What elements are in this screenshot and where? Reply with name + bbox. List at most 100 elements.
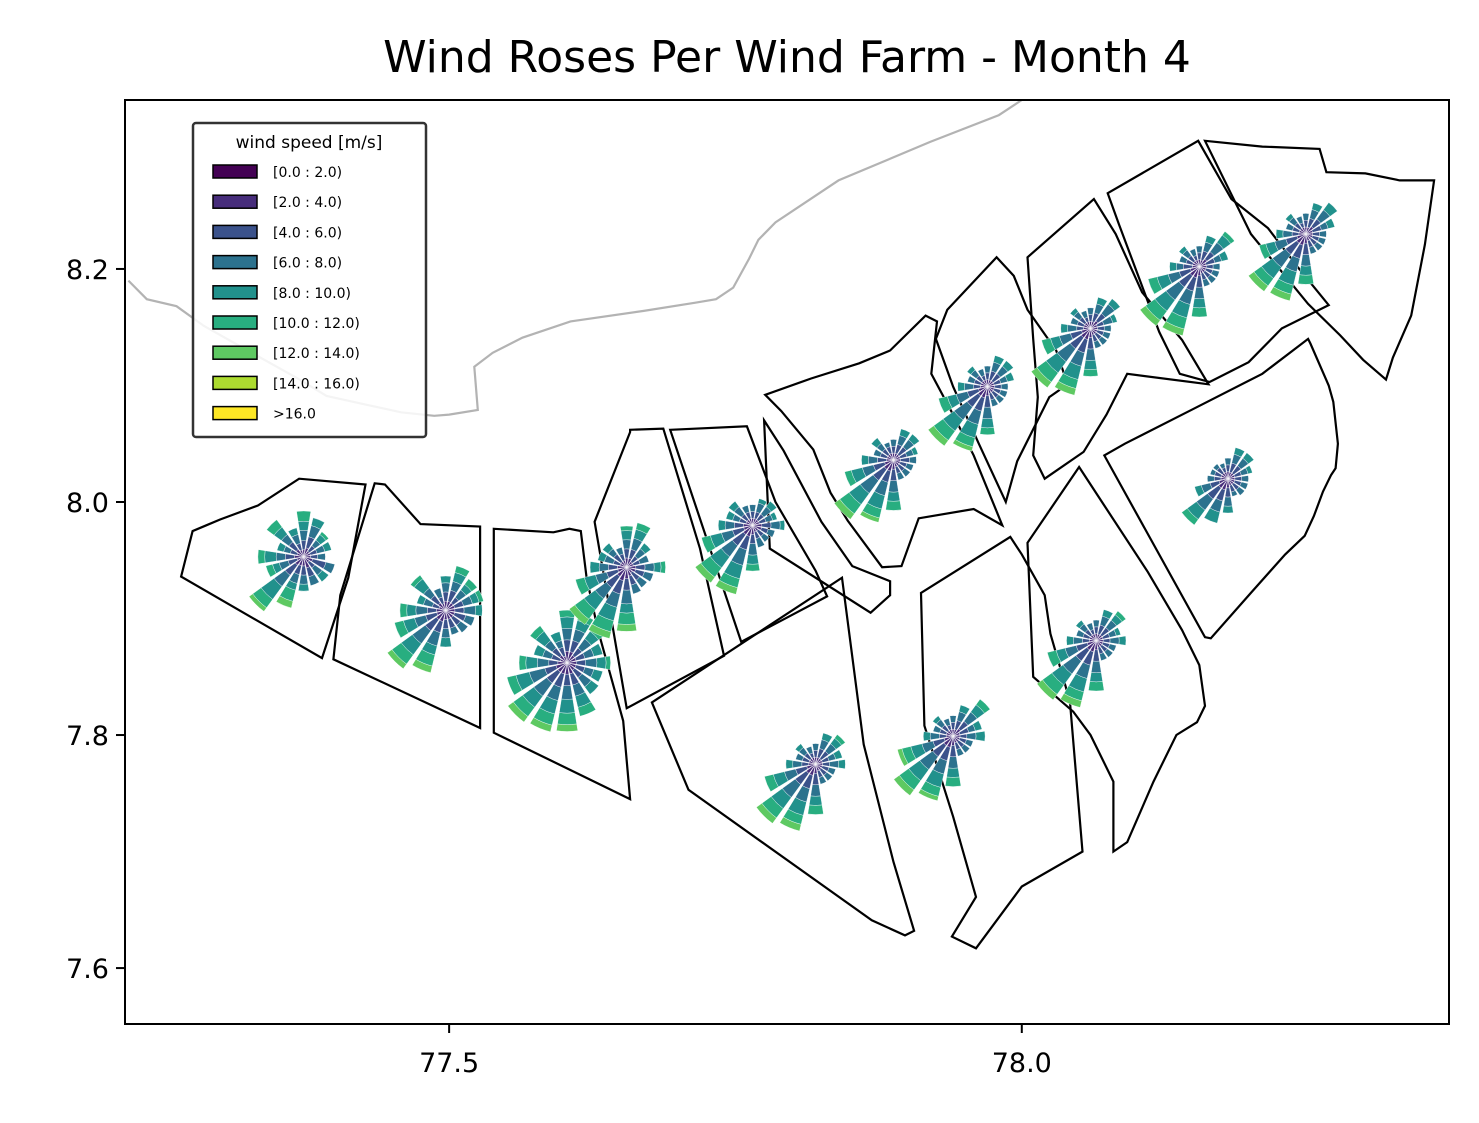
wind-farm-outline-5	[668, 425, 829, 644]
wind-rose-11	[1181, 447, 1255, 526]
rose-wedge	[812, 743, 820, 751]
rose-wedge	[596, 656, 607, 670]
rose-wedge	[436, 608, 446, 613]
rose-wedge	[1319, 230, 1327, 238]
rose-wedge	[1234, 476, 1242, 482]
rose-wedge	[946, 732, 954, 737]
rose-wedge	[743, 525, 753, 535]
wind-farm-outline-1	[179, 477, 367, 660]
rose-wedge	[303, 556, 310, 569]
rose-wedge	[770, 520, 781, 530]
rose-wedge	[299, 530, 309, 542]
rose-wedge	[1109, 636, 1120, 645]
rose-wedge	[620, 530, 633, 541]
wind-rose-2	[387, 565, 484, 673]
x-tick-label: 78.0	[992, 1048, 1052, 1079]
wind-rose-1	[248, 510, 336, 612]
rose-wedge	[1296, 233, 1306, 244]
rose-wedge	[838, 759, 846, 770]
rose-wedge	[1192, 262, 1200, 267]
rose-wedge	[752, 523, 763, 527]
rose-wedge	[1305, 226, 1314, 235]
rose-wedge	[1086, 321, 1091, 329]
rose-wedge	[861, 454, 869, 466]
rose-wedge	[617, 565, 627, 569]
rose-wedge	[438, 602, 446, 611]
rose-wedge	[923, 731, 931, 742]
rose-wedge	[1084, 328, 1091, 340]
y-tick-label: 8.0	[66, 488, 109, 519]
rose-wedge	[909, 456, 917, 464]
rose-wedge	[985, 386, 990, 397]
rose-wedge	[751, 518, 754, 526]
wind-farm-outline-12	[1026, 465, 1207, 854]
rose-wedge	[986, 379, 989, 387]
rose-wedge	[1092, 619, 1100, 628]
rose-wedge	[406, 604, 417, 617]
rose-wedge	[300, 565, 307, 576]
rose-wedge	[951, 729, 955, 737]
rose-wedge	[1312, 231, 1320, 237]
rose-wedge	[518, 655, 527, 671]
rose-wedge	[566, 662, 575, 671]
rose-wedge	[785, 759, 794, 770]
x-tick-label: 77.5	[419, 1048, 479, 1079]
rose-wedge	[1300, 254, 1312, 267]
rose-wedge	[295, 549, 304, 557]
rose-wedge	[427, 607, 437, 614]
rose-wedge	[1227, 478, 1232, 486]
legend-swatch	[212, 224, 258, 240]
rose-wedge	[980, 418, 995, 429]
rose-wedge	[1097, 326, 1105, 331]
rose-wedge	[561, 628, 573, 641]
wind-rose-9	[1139, 231, 1235, 336]
rose-wedge	[806, 763, 816, 774]
rose-wedge	[303, 552, 311, 557]
wind-farm-outline-10	[919, 535, 1084, 950]
rose-wedge	[1087, 307, 1094, 316]
rose-wedge	[559, 655, 568, 663]
rose-wedge	[565, 651, 570, 663]
rose-wedge	[952, 736, 957, 744]
rose-wedge	[303, 555, 311, 559]
rose-wedge	[746, 525, 753, 537]
rose-wedge	[1183, 263, 1193, 270]
rose-wedge	[761, 522, 772, 529]
rose-wedge	[893, 458, 901, 462]
rose-wedge	[1227, 477, 1236, 480]
rose-wedge	[1096, 640, 1103, 647]
rose-wedge	[1082, 638, 1090, 644]
rose-wedge	[987, 379, 992, 387]
rose-wedge	[1298, 230, 1306, 235]
rose-wedge	[978, 386, 988, 392]
rose-wedge	[1090, 324, 1098, 329]
rose-wedge	[626, 561, 633, 568]
rose-wedge	[1096, 639, 1104, 642]
rose-wedge	[440, 575, 452, 584]
rose-wedge	[445, 610, 451, 620]
wind-farm-outline-11	[1026, 197, 1211, 481]
rose-wedge	[734, 522, 744, 529]
rose-wedge	[883, 459, 894, 470]
rose-wedge	[812, 772, 820, 785]
legend-label: [0.0 : 2.0)	[273, 165, 342, 181]
rose-wedge	[809, 764, 816, 776]
rose-wedge	[1080, 328, 1091, 338]
rose-wedge	[1076, 326, 1084, 331]
rose-wedge	[1221, 478, 1229, 491]
rose-wedge	[745, 521, 753, 526]
rose-wedge	[887, 454, 894, 461]
rose-wedge	[987, 386, 995, 391]
rose-wedge	[300, 540, 307, 551]
rose-wedge	[557, 712, 577, 725]
rose-wedge	[893, 456, 901, 461]
rose-wedge	[947, 730, 954, 737]
rose-wedge	[441, 582, 451, 593]
rose-wedge	[605, 655, 611, 670]
rose-wedge	[1081, 328, 1091, 334]
rose-wedge	[889, 453, 894, 461]
rose-wedge	[624, 557, 629, 568]
rose-wedge	[296, 556, 304, 561]
rose-wedge	[1199, 266, 1207, 271]
rose-wedge	[893, 459, 900, 466]
